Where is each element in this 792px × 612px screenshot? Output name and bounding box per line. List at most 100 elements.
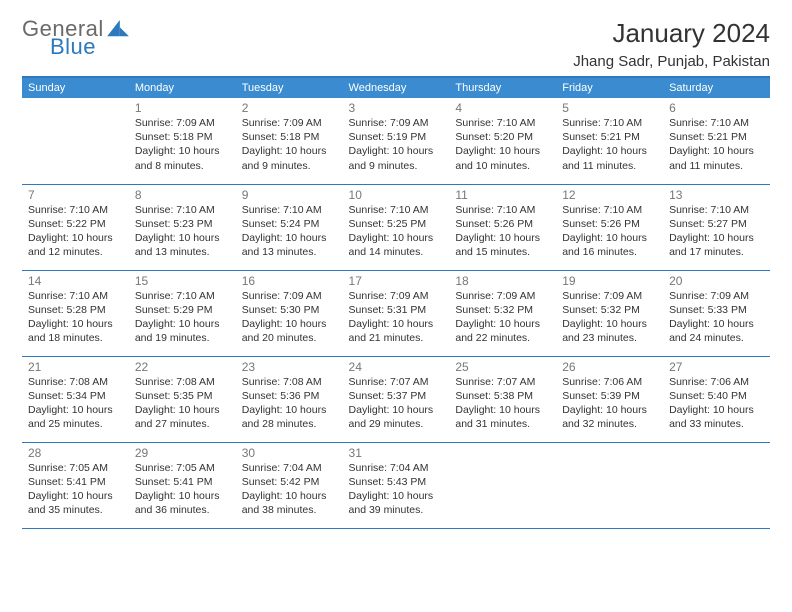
calendar-cell: 1Sunrise: 7:09 AMSunset: 5:18 PMDaylight… [129, 98, 236, 184]
sunset-line: Sunset: 5:34 PM [28, 389, 123, 403]
calendar-cell: 27Sunrise: 7:06 AMSunset: 5:40 PMDayligh… [663, 356, 770, 442]
calendar-cell: 8Sunrise: 7:10 AMSunset: 5:23 PMDaylight… [129, 184, 236, 270]
sunset-line: Sunset: 5:29 PM [135, 303, 230, 317]
daylight-line: Daylight: 10 hours and 27 minutes. [135, 403, 230, 431]
day-number: 29 [135, 446, 230, 460]
sunset-line: Sunset: 5:41 PM [28, 475, 123, 489]
sunset-line: Sunset: 5:42 PM [242, 475, 337, 489]
day-number: 23 [242, 360, 337, 374]
sunrise-line: Sunrise: 7:09 AM [562, 289, 657, 303]
sunset-line: Sunset: 5:33 PM [669, 303, 764, 317]
daylight-line: Daylight: 10 hours and 10 minutes. [455, 144, 550, 172]
daylight-line: Daylight: 10 hours and 29 minutes. [349, 403, 444, 431]
day-number: 25 [455, 360, 550, 374]
day-number: 18 [455, 274, 550, 288]
sunrise-line: Sunrise: 7:09 AM [242, 289, 337, 303]
sunset-line: Sunset: 5:23 PM [135, 217, 230, 231]
calendar-cell-empty [556, 442, 663, 528]
sunset-line: Sunset: 5:25 PM [349, 217, 444, 231]
daylight-line: Daylight: 10 hours and 9 minutes. [242, 144, 337, 172]
day-number: 31 [349, 446, 444, 460]
day-number: 7 [28, 188, 123, 202]
daylight-line: Daylight: 10 hours and 14 minutes. [349, 231, 444, 259]
daylight-line: Daylight: 10 hours and 18 minutes. [28, 317, 123, 345]
weekday-header: Sunday [22, 77, 129, 98]
day-number: 1 [135, 101, 230, 115]
sunrise-line: Sunrise: 7:09 AM [242, 116, 337, 130]
sunset-line: Sunset: 5:36 PM [242, 389, 337, 403]
sunrise-line: Sunrise: 7:09 AM [455, 289, 550, 303]
sunrise-line: Sunrise: 7:05 AM [135, 461, 230, 475]
sunset-line: Sunset: 5:18 PM [135, 130, 230, 144]
day-number: 2 [242, 101, 337, 115]
calendar-cell: 20Sunrise: 7:09 AMSunset: 5:33 PMDayligh… [663, 270, 770, 356]
sunrise-line: Sunrise: 7:05 AM [28, 461, 123, 475]
sunset-line: Sunset: 5:41 PM [135, 475, 230, 489]
sunrise-line: Sunrise: 7:10 AM [669, 116, 764, 130]
sunset-line: Sunset: 5:19 PM [349, 130, 444, 144]
calendar-cell: 24Sunrise: 7:07 AMSunset: 5:37 PMDayligh… [343, 356, 450, 442]
daylight-line: Daylight: 10 hours and 39 minutes. [349, 489, 444, 517]
sunrise-line: Sunrise: 7:09 AM [669, 289, 764, 303]
calendar-cell-empty [449, 442, 556, 528]
sunrise-line: Sunrise: 7:10 AM [28, 203, 123, 217]
calendar-cell: 26Sunrise: 7:06 AMSunset: 5:39 PMDayligh… [556, 356, 663, 442]
weekday-header: Friday [556, 77, 663, 98]
sunset-line: Sunset: 5:43 PM [349, 475, 444, 489]
sunset-line: Sunset: 5:22 PM [28, 217, 123, 231]
sunset-line: Sunset: 5:37 PM [349, 389, 444, 403]
brand-text-blue: Blue [50, 36, 104, 58]
daylight-line: Daylight: 10 hours and 19 minutes. [135, 317, 230, 345]
daylight-line: Daylight: 10 hours and 13 minutes. [135, 231, 230, 259]
sunset-line: Sunset: 5:21 PM [562, 130, 657, 144]
calendar-cell: 5Sunrise: 7:10 AMSunset: 5:21 PMDaylight… [556, 98, 663, 184]
daylight-line: Daylight: 10 hours and 16 minutes. [562, 231, 657, 259]
sunset-line: Sunset: 5:40 PM [669, 389, 764, 403]
sunset-line: Sunset: 5:21 PM [669, 130, 764, 144]
day-number: 11 [455, 188, 550, 202]
day-number: 14 [28, 274, 123, 288]
day-number: 5 [562, 101, 657, 115]
weekday-header: Wednesday [343, 77, 450, 98]
calendar-cell: 23Sunrise: 7:08 AMSunset: 5:36 PMDayligh… [236, 356, 343, 442]
calendar-cell: 11Sunrise: 7:10 AMSunset: 5:26 PMDayligh… [449, 184, 556, 270]
daylight-line: Daylight: 10 hours and 20 minutes. [242, 317, 337, 345]
daylight-line: Daylight: 10 hours and 9 minutes. [349, 144, 444, 172]
daylight-line: Daylight: 10 hours and 13 minutes. [242, 231, 337, 259]
sunset-line: Sunset: 5:28 PM [28, 303, 123, 317]
day-number: 8 [135, 188, 230, 202]
day-number: 17 [349, 274, 444, 288]
calendar-cell: 30Sunrise: 7:04 AMSunset: 5:42 PMDayligh… [236, 442, 343, 528]
daylight-line: Daylight: 10 hours and 8 minutes. [135, 144, 230, 172]
sunset-line: Sunset: 5:31 PM [349, 303, 444, 317]
sunset-line: Sunset: 5:20 PM [455, 130, 550, 144]
calendar-cell: 12Sunrise: 7:10 AMSunset: 5:26 PMDayligh… [556, 184, 663, 270]
day-number: 21 [28, 360, 123, 374]
sunrise-line: Sunrise: 7:09 AM [349, 116, 444, 130]
daylight-line: Daylight: 10 hours and 11 minutes. [562, 144, 657, 172]
calendar-cell: 17Sunrise: 7:09 AMSunset: 5:31 PMDayligh… [343, 270, 450, 356]
sunset-line: Sunset: 5:18 PM [242, 130, 337, 144]
calendar-cell: 10Sunrise: 7:10 AMSunset: 5:25 PMDayligh… [343, 184, 450, 270]
sunrise-line: Sunrise: 7:10 AM [455, 116, 550, 130]
sunrise-line: Sunrise: 7:08 AM [28, 375, 123, 389]
calendar-cell: 31Sunrise: 7:04 AMSunset: 5:43 PMDayligh… [343, 442, 450, 528]
calendar-cell: 16Sunrise: 7:09 AMSunset: 5:30 PMDayligh… [236, 270, 343, 356]
day-number: 22 [135, 360, 230, 374]
day-number: 20 [669, 274, 764, 288]
weekday-header: Tuesday [236, 77, 343, 98]
sunrise-line: Sunrise: 7:10 AM [669, 203, 764, 217]
calendar-cell: 29Sunrise: 7:05 AMSunset: 5:41 PMDayligh… [129, 442, 236, 528]
calendar-body: 1Sunrise: 7:09 AMSunset: 5:18 PMDaylight… [22, 98, 770, 528]
sunrise-line: Sunrise: 7:07 AM [455, 375, 550, 389]
sunrise-line: Sunrise: 7:06 AM [669, 375, 764, 389]
location-text: Jhang Sadr, Punjab, Pakistan [573, 53, 770, 70]
day-number: 19 [562, 274, 657, 288]
sunrise-line: Sunrise: 7:10 AM [455, 203, 550, 217]
sunrise-line: Sunrise: 7:04 AM [349, 461, 444, 475]
calendar-cell: 28Sunrise: 7:05 AMSunset: 5:41 PMDayligh… [22, 442, 129, 528]
sunrise-line: Sunrise: 7:10 AM [135, 203, 230, 217]
daylight-line: Daylight: 10 hours and 11 minutes. [669, 144, 764, 172]
daylight-line: Daylight: 10 hours and 33 minutes. [669, 403, 764, 431]
calendar-table: SundayMondayTuesdayWednesdayThursdayFrid… [22, 76, 770, 529]
